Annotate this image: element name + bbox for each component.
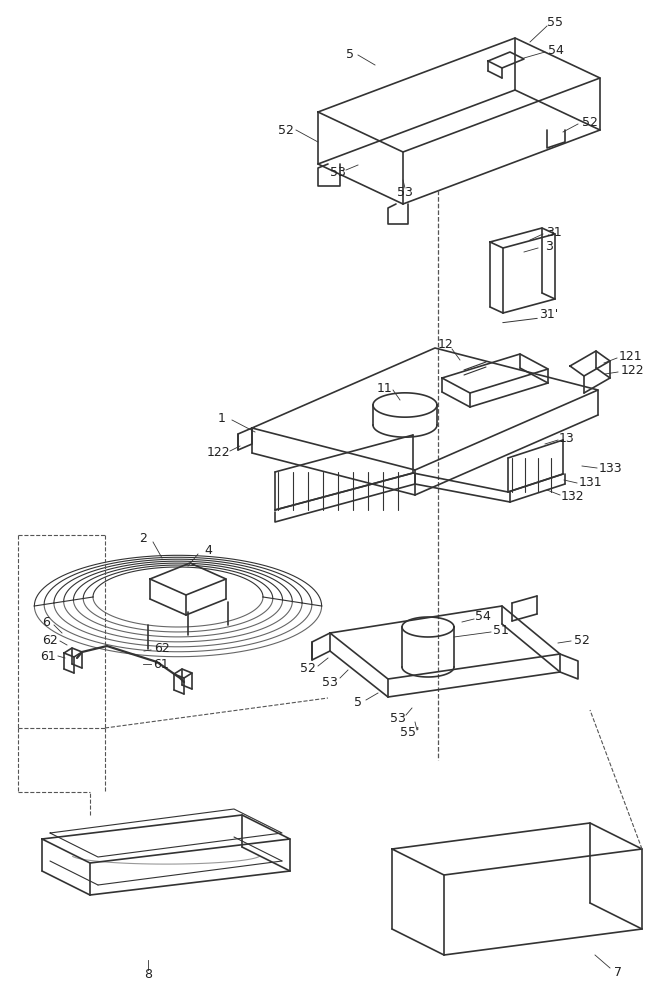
Text: 5: 5 <box>346 48 354 62</box>
Text: 12: 12 <box>438 338 454 352</box>
Text: 3: 3 <box>545 239 553 252</box>
Text: 122: 122 <box>620 363 644 376</box>
Text: 11: 11 <box>377 381 393 394</box>
Text: 122: 122 <box>206 446 230 460</box>
Text: 131: 131 <box>578 477 602 489</box>
Text: 31: 31 <box>546 226 562 238</box>
Text: 7: 7 <box>614 966 622 978</box>
Text: 54: 54 <box>548 43 564 56</box>
Text: 132: 132 <box>560 490 584 504</box>
Text: 53: 53 <box>322 676 338 688</box>
Text: 52: 52 <box>582 115 598 128</box>
Text: 2: 2 <box>139 532 147 544</box>
Text: 133: 133 <box>598 462 622 475</box>
Text: 8: 8 <box>144 968 152 982</box>
Text: 53: 53 <box>397 186 413 200</box>
Text: 52: 52 <box>574 634 590 647</box>
Text: 121: 121 <box>618 350 642 362</box>
Text: 61: 61 <box>40 650 56 664</box>
Text: 53: 53 <box>390 712 406 724</box>
Text: 5: 5 <box>354 696 362 708</box>
Text: 61: 61 <box>153 658 169 670</box>
Text: 52: 52 <box>278 123 294 136</box>
Text: 13: 13 <box>559 432 575 444</box>
Text: 4: 4 <box>204 544 212 556</box>
Text: 62: 62 <box>42 634 58 647</box>
Text: 54: 54 <box>475 610 491 624</box>
Text: 31': 31' <box>539 308 559 322</box>
Text: 62: 62 <box>154 642 170 654</box>
Text: 52: 52 <box>300 662 316 674</box>
Text: 55: 55 <box>547 15 563 28</box>
Text: 1: 1 <box>218 412 226 424</box>
Text: 53: 53 <box>330 165 346 178</box>
Text: 6: 6 <box>42 615 50 629</box>
Text: 51: 51 <box>493 624 509 637</box>
Text: 55': 55' <box>401 726 420 740</box>
